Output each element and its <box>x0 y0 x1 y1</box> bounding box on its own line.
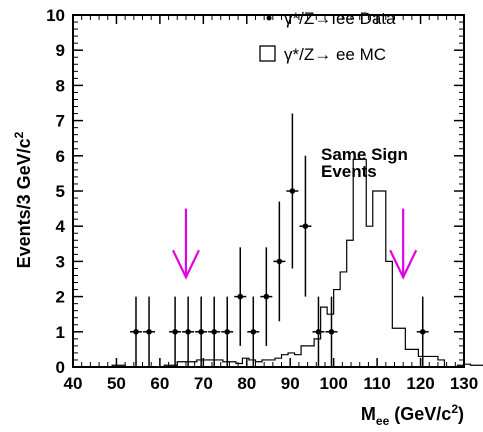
data-point <box>419 329 426 335</box>
x-tick-label: 70 <box>194 374 213 393</box>
data-point <box>198 329 204 335</box>
data-point <box>276 258 283 265</box>
y-axis-title-sup: 2 <box>12 131 26 138</box>
data-point <box>211 329 217 335</box>
y-tick-label: 0 <box>56 358 65 377</box>
x-axis-title-close: ) <box>458 404 464 424</box>
x-tick-label: 80 <box>237 374 256 393</box>
y-tick-label: 4 <box>56 217 66 236</box>
data-point <box>315 329 322 335</box>
mc-histogram-line <box>73 158 483 368</box>
x-tick-label: 110 <box>363 374 390 393</box>
x-axis-title-main: M <box>361 404 376 424</box>
data-point <box>302 223 309 229</box>
data-point <box>328 329 335 335</box>
x-axis-title-sub: ee <box>376 414 390 428</box>
data-point <box>224 329 231 335</box>
x-tick-label: 40 <box>64 374 83 393</box>
legend: γ*/Z→ ee Data γ*/Z→ ee MC <box>259 9 396 64</box>
data-point <box>172 329 178 335</box>
legend-mc-marker <box>259 45 276 62</box>
legend-mc-label: γ*/Z→ ee MC <box>284 45 386 64</box>
data-point <box>146 329 152 335</box>
y-tick-label: 7 <box>56 112 65 131</box>
annotation-line-2: Events <box>321 162 377 181</box>
legend-data-label: γ*/Z→ ee Data <box>284 9 396 28</box>
y-tick-label: 3 <box>56 252 65 271</box>
x-tick-label: 130 <box>450 374 478 393</box>
data-point <box>289 188 296 194</box>
y-tick-label: 8 <box>56 76 65 95</box>
x-axis-title: Mee (GeV/c2) <box>361 402 464 428</box>
data-point <box>250 329 257 335</box>
y-tick-label: 10 <box>46 6 65 25</box>
x-tick-label: 60 <box>150 374 169 393</box>
y-tick-label: 6 <box>56 147 65 166</box>
data-point <box>237 293 244 300</box>
y-axis-title-main: Events/3 GeV/c <box>14 138 34 268</box>
x-tick-label: 120 <box>406 374 434 393</box>
cut-arrow-head <box>389 249 418 280</box>
x-tick-label: 100 <box>319 374 347 393</box>
y-tick-label: 5 <box>56 182 65 201</box>
x-tick-label: 50 <box>107 374 126 393</box>
data-point <box>185 329 191 335</box>
annotation-line-1: Same Sign <box>321 145 408 164</box>
x-axis-title-rest: (GeV/c <box>389 404 451 424</box>
y-tick-label: 9 <box>56 41 65 60</box>
y-tick-label: 2 <box>56 288 65 307</box>
plot-area: 40 50 60 70 80 90 100 110 120 130 0 1 2 3 4 5 6 7 8 9 10 <box>46 6 483 393</box>
y-tick-label: 1 <box>56 323 65 342</box>
cut-arrow-head <box>171 249 200 280</box>
x-axis-title-sup: 2 <box>451 402 458 416</box>
x-tick-label: 90 <box>281 374 300 393</box>
plot-frame <box>72 14 465 368</box>
data-point <box>263 293 270 300</box>
data-point <box>133 329 139 335</box>
legend-data-marker <box>266 15 272 21</box>
y-axis-title: Events/3 GeV/c2 <box>12 131 34 268</box>
